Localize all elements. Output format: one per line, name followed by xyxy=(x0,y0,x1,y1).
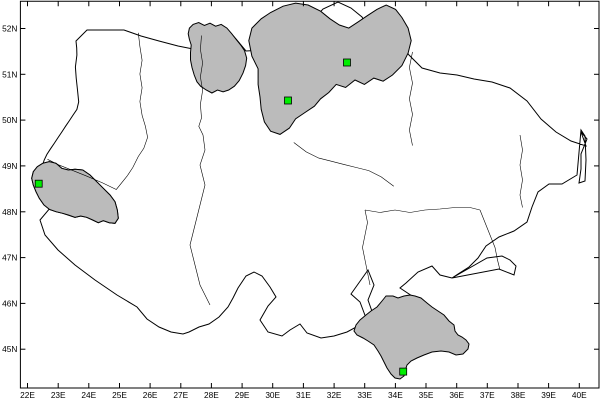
svg-text:52N: 52N xyxy=(2,24,17,34)
svg-text:30E: 30E xyxy=(265,390,280,400)
svg-text:36E: 36E xyxy=(449,390,464,400)
svg-text:29E: 29E xyxy=(235,390,250,400)
svg-text:26E: 26E xyxy=(143,390,158,400)
svg-text:40E: 40E xyxy=(572,390,587,400)
svg-text:31E: 31E xyxy=(296,390,311,400)
svg-text:50N: 50N xyxy=(2,115,17,125)
svg-text:37E: 37E xyxy=(480,390,495,400)
svg-text:27E: 27E xyxy=(173,390,188,400)
svg-text:51N: 51N xyxy=(2,69,17,79)
svg-text:38E: 38E xyxy=(511,390,526,400)
svg-text:25E: 25E xyxy=(112,390,127,400)
svg-text:39E: 39E xyxy=(541,390,556,400)
svg-text:46N: 46N xyxy=(2,298,17,308)
svg-text:24E: 24E xyxy=(81,390,96,400)
svg-text:35E: 35E xyxy=(419,390,434,400)
svg-text:32E: 32E xyxy=(327,390,342,400)
svg-text:34E: 34E xyxy=(388,390,403,400)
svg-text:33E: 33E xyxy=(357,390,372,400)
svg-text:45N: 45N xyxy=(2,344,17,354)
svg-text:28E: 28E xyxy=(204,390,219,400)
svg-text:48N: 48N xyxy=(2,207,17,217)
svg-text:22E: 22E xyxy=(20,390,35,400)
svg-text:49N: 49N xyxy=(2,161,17,171)
svg-text:23E: 23E xyxy=(51,390,66,400)
svg-text:47N: 47N xyxy=(2,253,17,263)
